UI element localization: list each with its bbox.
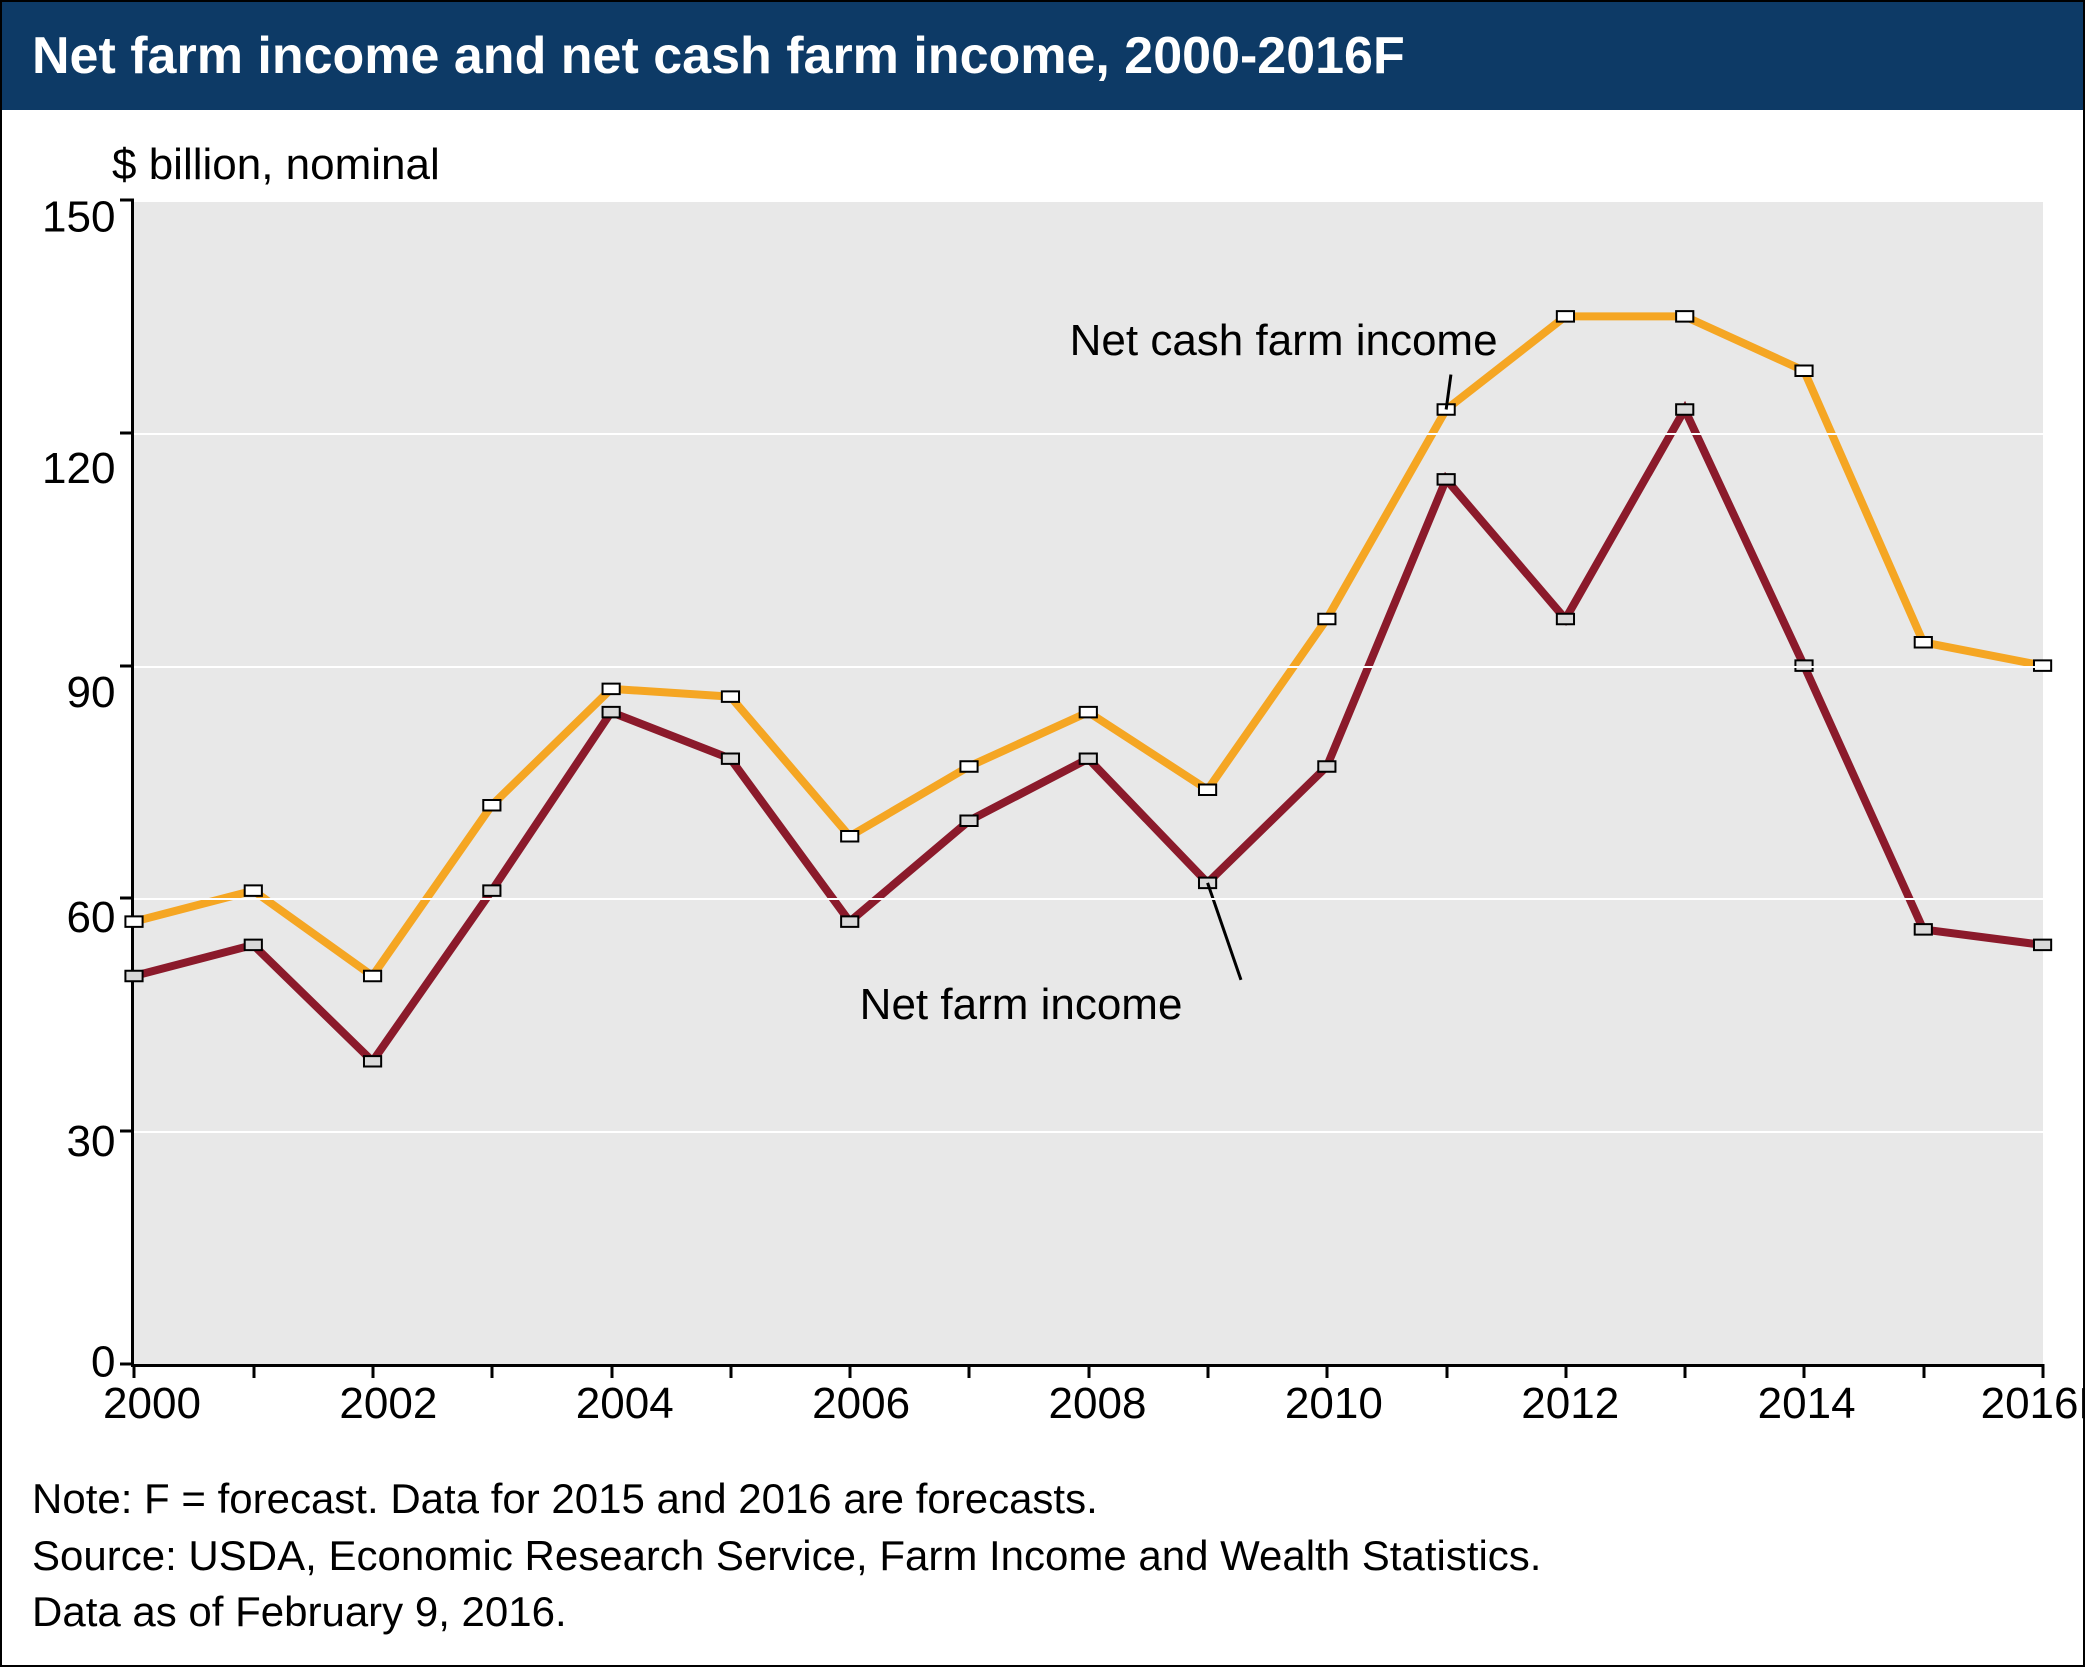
chart-svg	[134, 200, 2043, 1364]
x-tick-label: 2008	[1049, 1379, 1147, 1429]
x-tick-label: 2012	[1521, 1379, 1619, 1429]
x-axis-ticks: 200020022004200620082010201220142016F	[152, 1379, 2043, 1433]
series-marker	[1080, 707, 1097, 717]
series-marker	[603, 707, 620, 717]
x-tick-mark	[252, 1364, 255, 1378]
x-tick-mark	[1206, 1364, 1209, 1378]
x-tick-mark	[610, 1364, 613, 1378]
x-tick-label: 2000	[103, 1379, 201, 1429]
y-tick-mark	[120, 1362, 134, 1365]
series-marker	[842, 916, 859, 926]
gridline	[134, 898, 2043, 900]
y-tick-mark	[120, 199, 134, 202]
chart-body: $ billion, nominal 150 120 90 60 30 0 Net cas…	[2, 110, 2083, 1453]
y-tick-label: 150	[42, 196, 115, 240]
y-tick-mark	[120, 664, 134, 667]
footer-note-line: Source: USDA, Economic Research Service,…	[32, 1528, 2053, 1585]
y-tick-label: 30	[66, 1120, 115, 1164]
series-marker	[1557, 311, 1574, 321]
series-marker	[1199, 784, 1216, 794]
x-tick-mark	[1087, 1364, 1090, 1378]
y-tick-label: 60	[66, 896, 115, 940]
gridline	[134, 666, 2043, 668]
x-tick-label: 2010	[1285, 1379, 1383, 1429]
gridline	[134, 433, 2043, 435]
x-tick-mark	[1684, 1364, 1687, 1378]
plot-wrap: 1501209060300 Net cash farm incomeNet fa…	[42, 200, 2043, 1367]
plot-area: Net cash farm income Net farm income	[131, 200, 2043, 1367]
series-line-0	[134, 316, 2043, 976]
series-marker	[245, 940, 262, 950]
x-tick-mark	[849, 1364, 852, 1378]
chart-annotation: Net farm income	[860, 980, 1183, 1030]
series-marker	[1915, 637, 1932, 647]
chart-annotation: Net cash farm income	[1070, 316, 1498, 366]
series-marker	[245, 885, 262, 895]
y-axis-title: $ billion, nominal	[112, 140, 2043, 190]
x-tick-mark	[2042, 1364, 2045, 1378]
series-marker	[1557, 614, 1574, 624]
footer-note-line: Note: F = forecast. Data for 2015 and 20…	[32, 1471, 2053, 1528]
y-tick-mark	[120, 897, 134, 900]
x-tick-label: 2002	[339, 1379, 437, 1429]
x-tick-mark	[371, 1364, 374, 1378]
y-axis-ticks: 1501209060300	[42, 200, 131, 1367]
y-tick-label: 90	[66, 671, 115, 715]
x-tick-mark	[1803, 1364, 1806, 1378]
x-tick-mark	[491, 1364, 494, 1378]
gridline	[134, 200, 2043, 202]
x-tick-mark	[1922, 1364, 1925, 1378]
footer-note-line: Data as of February 9, 2016.	[32, 1584, 2053, 1641]
chart-footer-notes: Note: F = forecast. Data for 2015 and 20…	[2, 1453, 2083, 1665]
series-marker	[1319, 761, 1336, 771]
series-marker	[484, 800, 501, 810]
x-tick-mark	[968, 1364, 971, 1378]
x-tick-label: 2014	[1758, 1379, 1856, 1429]
chart-container: Net farm income and net cash farm income…	[0, 0, 2085, 1667]
series-marker	[364, 971, 381, 981]
x-tick-mark	[133, 1364, 136, 1378]
series-marker	[1438, 474, 1455, 484]
x-tick-mark	[1445, 1364, 1448, 1378]
series-marker	[484, 885, 501, 895]
series-marker	[1796, 365, 1813, 375]
series-marker	[1677, 404, 1694, 414]
series-marker	[961, 816, 978, 826]
series-marker	[722, 691, 739, 701]
series-marker	[722, 753, 739, 763]
series-marker	[364, 1056, 381, 1066]
y-tick-label: 0	[91, 1340, 115, 1384]
series-marker	[603, 684, 620, 694]
x-tick-label: 2006	[812, 1379, 910, 1429]
series-marker	[2034, 940, 2051, 950]
series-marker	[126, 916, 143, 926]
series-line-1	[134, 410, 2043, 1062]
chart-title: Net farm income and net cash farm income…	[2, 2, 2083, 110]
gridline	[134, 1131, 2043, 1133]
series-marker	[842, 831, 859, 841]
series-marker	[961, 761, 978, 771]
x-tick-mark	[729, 1364, 732, 1378]
series-marker	[1677, 311, 1694, 321]
x-tick-label: 2004	[576, 1379, 674, 1429]
y-tick-label: 120	[42, 447, 115, 491]
series-marker	[126, 971, 143, 981]
series-marker	[1319, 614, 1336, 624]
series-marker	[1080, 753, 1097, 763]
x-tick-mark	[1564, 1364, 1567, 1378]
x-tick-label: 2016F	[1981, 1379, 2085, 1429]
series-marker	[1915, 924, 1932, 934]
x-tick-mark	[1326, 1364, 1329, 1378]
y-tick-mark	[120, 1130, 134, 1133]
y-tick-mark	[120, 431, 134, 434]
